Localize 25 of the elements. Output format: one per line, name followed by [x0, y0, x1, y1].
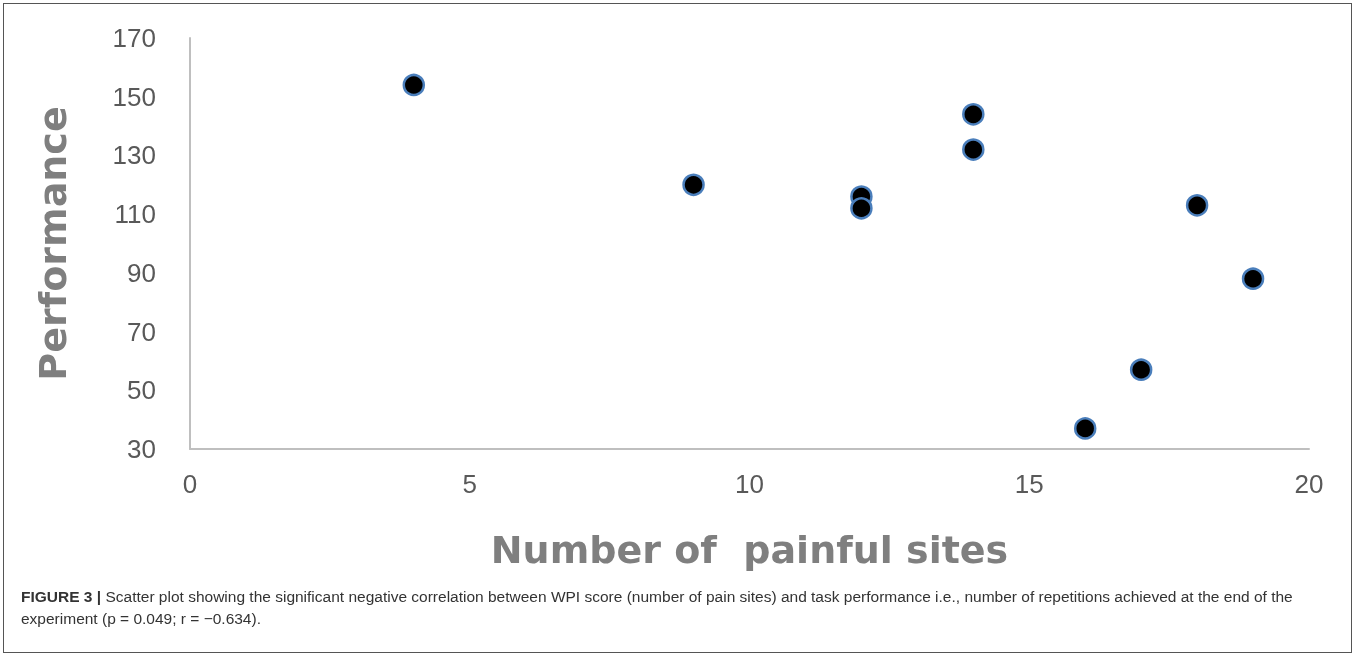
x-tick-label: 0: [182, 469, 198, 499]
y-tick-label: 90: [127, 257, 156, 288]
y-tick-label: 30: [127, 434, 156, 464]
point: [962, 103, 985, 126]
y-tick-label: 50: [127, 375, 156, 406]
y-tick-label: 150: [112, 81, 156, 112]
point: [1073, 417, 1097, 440]
caption: FIGURE 3 | Scatter plot showing the significant negative correlation between WPI score (number of pain sites) and task performance i.e., number of repetitions achieved at the end of the experiment (p = 0.049; r = −0.634).: [21, 587, 1294, 629]
y-tick-label: 110: [114, 199, 156, 230]
y-tick-label: 70: [127, 316, 156, 347]
point: [1241, 267, 1265, 290]
x-axis-title: Number of painful sites: [490, 528, 1009, 572]
y-tick-label: 130: [112, 140, 156, 171]
x-tick-label: 5: [462, 469, 477, 499]
point: [850, 197, 873, 220]
point: [682, 173, 705, 197]
point: [1129, 358, 1153, 381]
x-tick-label: 15: [1014, 469, 1044, 499]
x-tick-label: 10: [735, 469, 764, 499]
y-axis-title: Performance: [31, 106, 75, 381]
point: [402, 73, 426, 97]
point: [962, 138, 985, 161]
point: [1185, 194, 1209, 217]
y-tick-label: 170: [112, 23, 156, 53]
x-tick-label: 20: [1294, 469, 1324, 499]
